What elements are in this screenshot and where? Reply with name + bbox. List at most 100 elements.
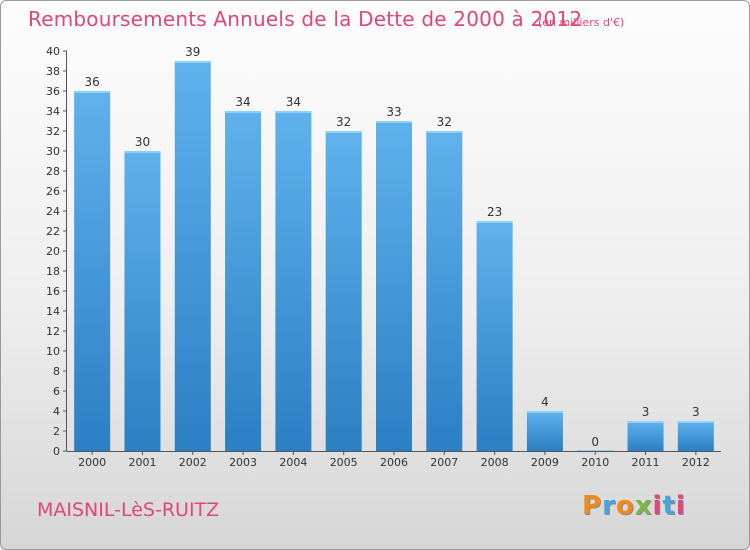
bar-highlight [376, 121, 412, 123]
chart-unit: (en milliers d'€) [538, 16, 625, 29]
x-tick-label: 2012 [682, 456, 710, 469]
bar-highlight [677, 421, 714, 423]
logo-letter: o [615, 491, 635, 521]
bar-group: 30 [124, 135, 161, 451]
x-tick-label: 2003 [229, 456, 257, 469]
bar [426, 131, 463, 451]
y-tick-label: 20 [46, 245, 60, 258]
y-tick-label: 34 [46, 105, 60, 118]
bar-group: 0 [577, 435, 614, 451]
bar [124, 151, 161, 451]
bar [627, 421, 664, 451]
y-tick-label: 22 [46, 225, 60, 238]
y-tick-label: 40 [46, 45, 60, 58]
bar-group: 32 [325, 115, 362, 451]
bar-highlight [476, 221, 513, 223]
x-tick-label: 2011 [632, 456, 660, 469]
data-label: 3 [692, 405, 700, 419]
x-tick-label: 2004 [279, 456, 307, 469]
y-tick-label: 26 [46, 185, 60, 198]
y-tick-label: 8 [53, 365, 60, 378]
x-tick-label: 2006 [380, 456, 408, 469]
bar-highlight [627, 421, 664, 423]
bar-group: 33 [376, 105, 412, 451]
logo-letter: i [675, 491, 686, 521]
bar-group: 39 [174, 45, 211, 451]
bar-group: 34 [225, 95, 262, 451]
bar-group: 3 [627, 405, 664, 451]
y-tick-label: 36 [46, 85, 60, 98]
axis-layer: 2000 2001 2002 2003 2004 2005 2006 2007 2008 2009… [46, 45, 721, 469]
x-tick-label: 2002 [179, 456, 207, 469]
bar [225, 111, 262, 451]
x-tick-label: 2000 [78, 456, 106, 469]
x-tick-label: 2010 [581, 456, 609, 469]
data-label: 0 [591, 435, 599, 449]
bar-highlight [174, 61, 211, 63]
bar-highlight [325, 131, 362, 133]
bar [526, 411, 563, 451]
y-tick-label: 0 [53, 445, 60, 458]
y-tick-label: 24 [46, 205, 60, 218]
bar [275, 111, 312, 451]
bar [74, 91, 111, 451]
bar [376, 121, 412, 451]
bar-highlight [577, 450, 614, 451]
data-label: 32 [336, 115, 351, 129]
data-label: 39 [185, 45, 200, 59]
data-label: 4 [541, 395, 549, 409]
data-label: 36 [85, 75, 100, 89]
y-tick-label: 6 [53, 385, 60, 398]
bar-group: 36 [74, 75, 111, 451]
y-tick-label: 4 [53, 405, 60, 418]
bar-highlight [275, 111, 312, 113]
bar-group: 4 [526, 395, 563, 451]
bar-highlight [225, 111, 262, 113]
x-tick-label: 2005 [330, 456, 358, 469]
logo-letter: i [652, 491, 663, 521]
data-label: 30 [135, 135, 150, 149]
bar-group: 34 [275, 95, 312, 451]
data-label: 33 [386, 105, 401, 119]
x-tick-label: 2007 [430, 456, 458, 469]
y-tick-label: 32 [46, 125, 60, 138]
y-tick-label: 28 [46, 165, 60, 178]
bar [174, 61, 211, 451]
x-tick-label: 2001 [128, 456, 156, 469]
bar [677, 421, 714, 451]
bar-group: 3 [677, 405, 714, 451]
logo-letter: P [582, 491, 603, 521]
y-tick-label: 2 [53, 425, 60, 438]
chart-title: Remboursements Annuels de la Dette de 20… [28, 7, 583, 31]
x-tick-label: 2009 [531, 456, 559, 469]
data-label: 3 [642, 405, 650, 419]
bar-highlight [74, 91, 111, 93]
data-label: 34 [235, 95, 250, 109]
y-tick-label: 10 [46, 345, 60, 358]
bar [325, 131, 362, 451]
logo-letter: r [602, 491, 616, 521]
x-tick-label: 2008 [481, 456, 509, 469]
y-tick-label: 30 [46, 145, 60, 158]
y-tick-label: 18 [46, 265, 60, 278]
data-label: 32 [437, 115, 452, 129]
bar [476, 221, 513, 451]
logo-letter: t [662, 491, 676, 521]
bar-group: 23 [476, 205, 513, 451]
y-tick-label: 38 [46, 65, 60, 78]
bar-highlight [124, 151, 161, 153]
data-label: 34 [286, 95, 301, 109]
bar-highlight [426, 131, 463, 133]
y-tick-label: 16 [46, 285, 60, 298]
data-label: 23 [487, 205, 502, 219]
bar-group: 32 [426, 115, 463, 451]
y-tick-label: 12 [46, 325, 60, 338]
y-tick-label: 14 [46, 305, 60, 318]
bar-highlight [526, 411, 563, 413]
proxiti-logo: Proxiti [582, 491, 686, 521]
commune-name: MAISNIL-LèS-RUITZ [37, 499, 220, 521]
logo-letter: x [634, 491, 653, 521]
